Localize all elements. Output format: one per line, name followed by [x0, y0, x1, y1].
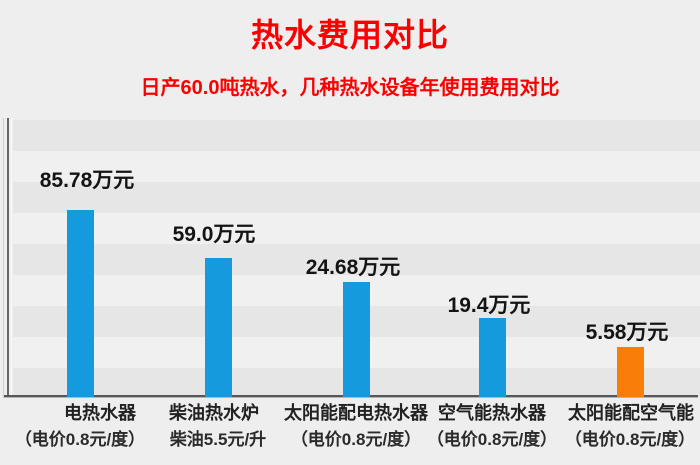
category-sub-label: 柴油5.5元/升: [169, 430, 267, 449]
bar: [204, 258, 232, 397]
bar-value-label: 19.4万元: [447, 294, 531, 317]
x-axis-shadow-line: [4, 397, 698, 398]
bar: [616, 347, 644, 397]
y-axis-highlight-line: [11, 118, 12, 396]
bar-value-label: 24.68万元: [305, 256, 401, 279]
y-axis-shadow-line: [3, 118, 4, 398]
chart-title: 热水费用对比: [250, 17, 449, 53]
category-sub-label: （电价0.8元/度）: [564, 430, 696, 449]
category-label: 电热水器: [64, 403, 136, 423]
category-sub-label: （电价0.8元/度）: [290, 430, 422, 449]
category-sub-label: （电价0.8元/度）: [426, 430, 558, 449]
category-sub-label: （电价0.8元/度）: [14, 430, 146, 449]
bar: [478, 318, 506, 397]
bar: [342, 282, 370, 397]
bar-value-label: 85.78万元: [39, 169, 135, 192]
category-label: 太阳能配空气能: [568, 403, 694, 423]
bar-value-label: 59.0万元: [172, 223, 256, 246]
y-axis-line: [7, 118, 9, 398]
bar-value-label: 5.58万元: [585, 321, 669, 344]
category-label: 太阳能配电热水器: [284, 403, 428, 423]
bar: [66, 210, 94, 397]
chart-subtitle: 日产60.0吨热水，几种热水设备年使用费用对比: [140, 77, 560, 99]
category-label: 空气能热水器: [438, 403, 546, 423]
category-label: 柴油热水炉: [169, 403, 259, 423]
